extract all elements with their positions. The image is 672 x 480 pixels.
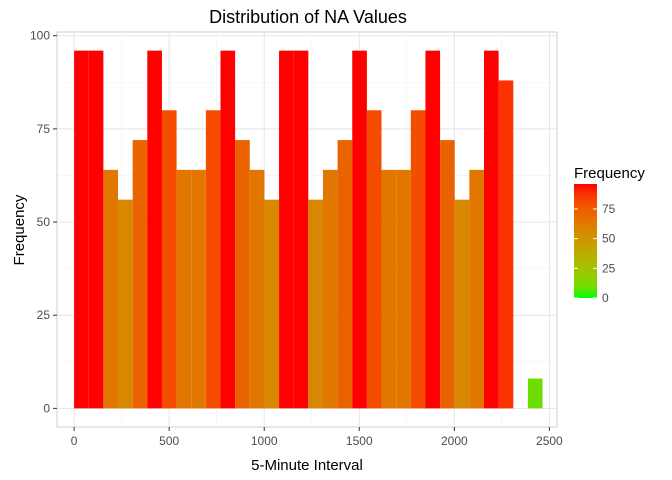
legend-label: 50 xyxy=(602,232,616,246)
bars xyxy=(74,50,543,409)
bar-0 xyxy=(74,50,89,409)
bar-22 xyxy=(396,169,411,409)
x-tick-label: 0 xyxy=(71,434,78,448)
legend-color-bar xyxy=(574,184,597,298)
bar-28 xyxy=(483,50,499,409)
bar-5 xyxy=(147,50,162,409)
x-axis: 0 500 1000 1500 2000 2500 xyxy=(71,427,563,448)
bar-17 xyxy=(322,169,338,409)
x-tick-label: 1500 xyxy=(346,434,373,448)
y-axis: 0 25 50 75 100 xyxy=(30,29,57,415)
x-tick-label: 1000 xyxy=(251,434,278,448)
legend-title: Frequency xyxy=(574,165,645,182)
y-tick-label: 100 xyxy=(30,29,50,43)
bar-4 xyxy=(132,140,148,409)
y-axis-title: Frequency xyxy=(11,194,28,265)
bar-29 xyxy=(498,80,514,409)
bar-8 xyxy=(191,169,206,409)
y-tick-label: 75 xyxy=(37,122,51,136)
plot-area xyxy=(56,31,558,428)
bar-15 xyxy=(293,50,309,409)
bar-25 xyxy=(440,140,455,409)
chart-title: Distribution of NA Values xyxy=(209,7,407,27)
bar-1 xyxy=(88,50,104,409)
bar-2 xyxy=(103,169,119,409)
bar-10 xyxy=(220,50,236,409)
bar-24 xyxy=(425,50,441,409)
y-tick-label: 0 xyxy=(43,401,50,415)
bar-14 xyxy=(279,50,294,409)
x-tick-label: 2500 xyxy=(536,434,563,448)
bar-9 xyxy=(205,110,221,409)
legend: Frequency 0 25 50 75 xyxy=(574,165,645,305)
bar-20 xyxy=(366,110,382,409)
legend-label: 75 xyxy=(602,202,616,216)
bar-31 xyxy=(527,378,543,409)
bar-27 xyxy=(469,169,484,409)
legend-label: 0 xyxy=(602,291,609,305)
bar-21 xyxy=(381,169,397,409)
bar-12 xyxy=(249,169,265,409)
bar-18 xyxy=(337,140,353,409)
bar-23 xyxy=(410,110,426,409)
legend-label: 25 xyxy=(602,261,616,275)
legend-ticks: 0 25 50 75 xyxy=(574,202,616,305)
x-tick-label: 500 xyxy=(159,434,179,448)
bar-16 xyxy=(308,199,323,409)
bar-6 xyxy=(161,110,177,409)
bar-26 xyxy=(454,199,470,409)
x-tick-label: 2000 xyxy=(441,434,468,448)
bar-7 xyxy=(176,169,192,409)
y-tick-label: 50 xyxy=(37,215,51,229)
bar-11 xyxy=(235,140,250,409)
bar-19 xyxy=(352,50,367,409)
bar-3 xyxy=(118,199,133,409)
bar-13 xyxy=(264,199,280,409)
y-tick-label: 25 xyxy=(37,308,51,322)
x-axis-title: 5-Minute Interval xyxy=(251,457,363,474)
